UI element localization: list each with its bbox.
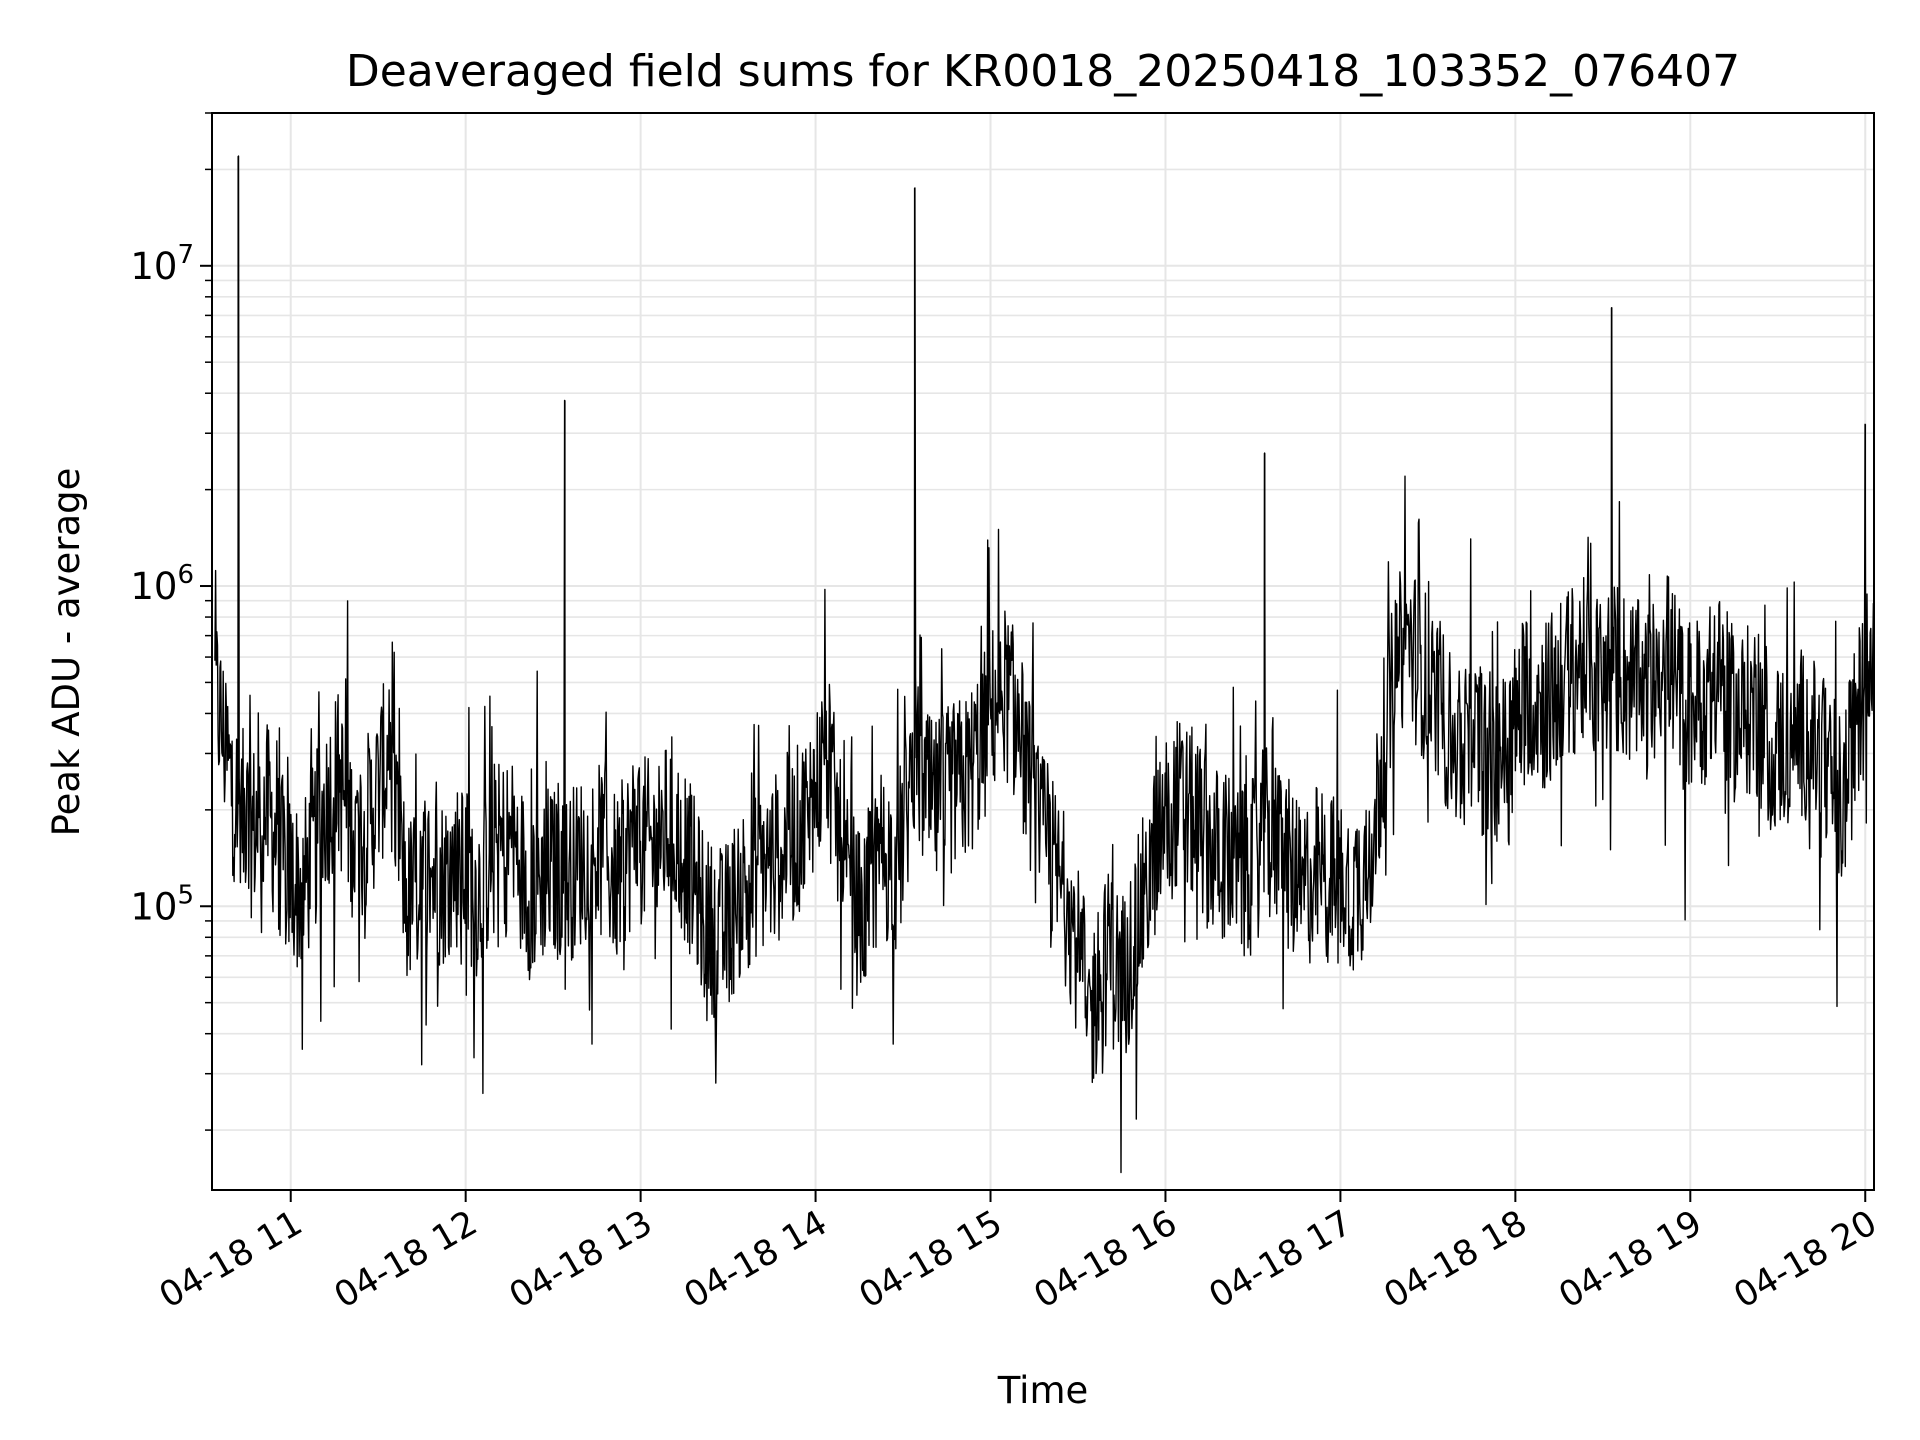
y-tick-label: 107 [130, 240, 194, 288]
x-axis-label: Time [997, 1369, 1089, 1412]
y-axis-ticks: 105 106 107 [130, 112, 212, 1131]
series-line [214, 155, 1875, 1174]
plot-frame [211, 112, 1875, 1191]
chart-title: Deaveraged field sums for KR0018_2025041… [346, 46, 1740, 97]
y-tick-label: 105 [130, 880, 194, 928]
series-line-group [214, 155, 1875, 1174]
y-axis-label: Peak ADU - average [45, 468, 88, 837]
y-tick-label: 106 [130, 560, 194, 608]
